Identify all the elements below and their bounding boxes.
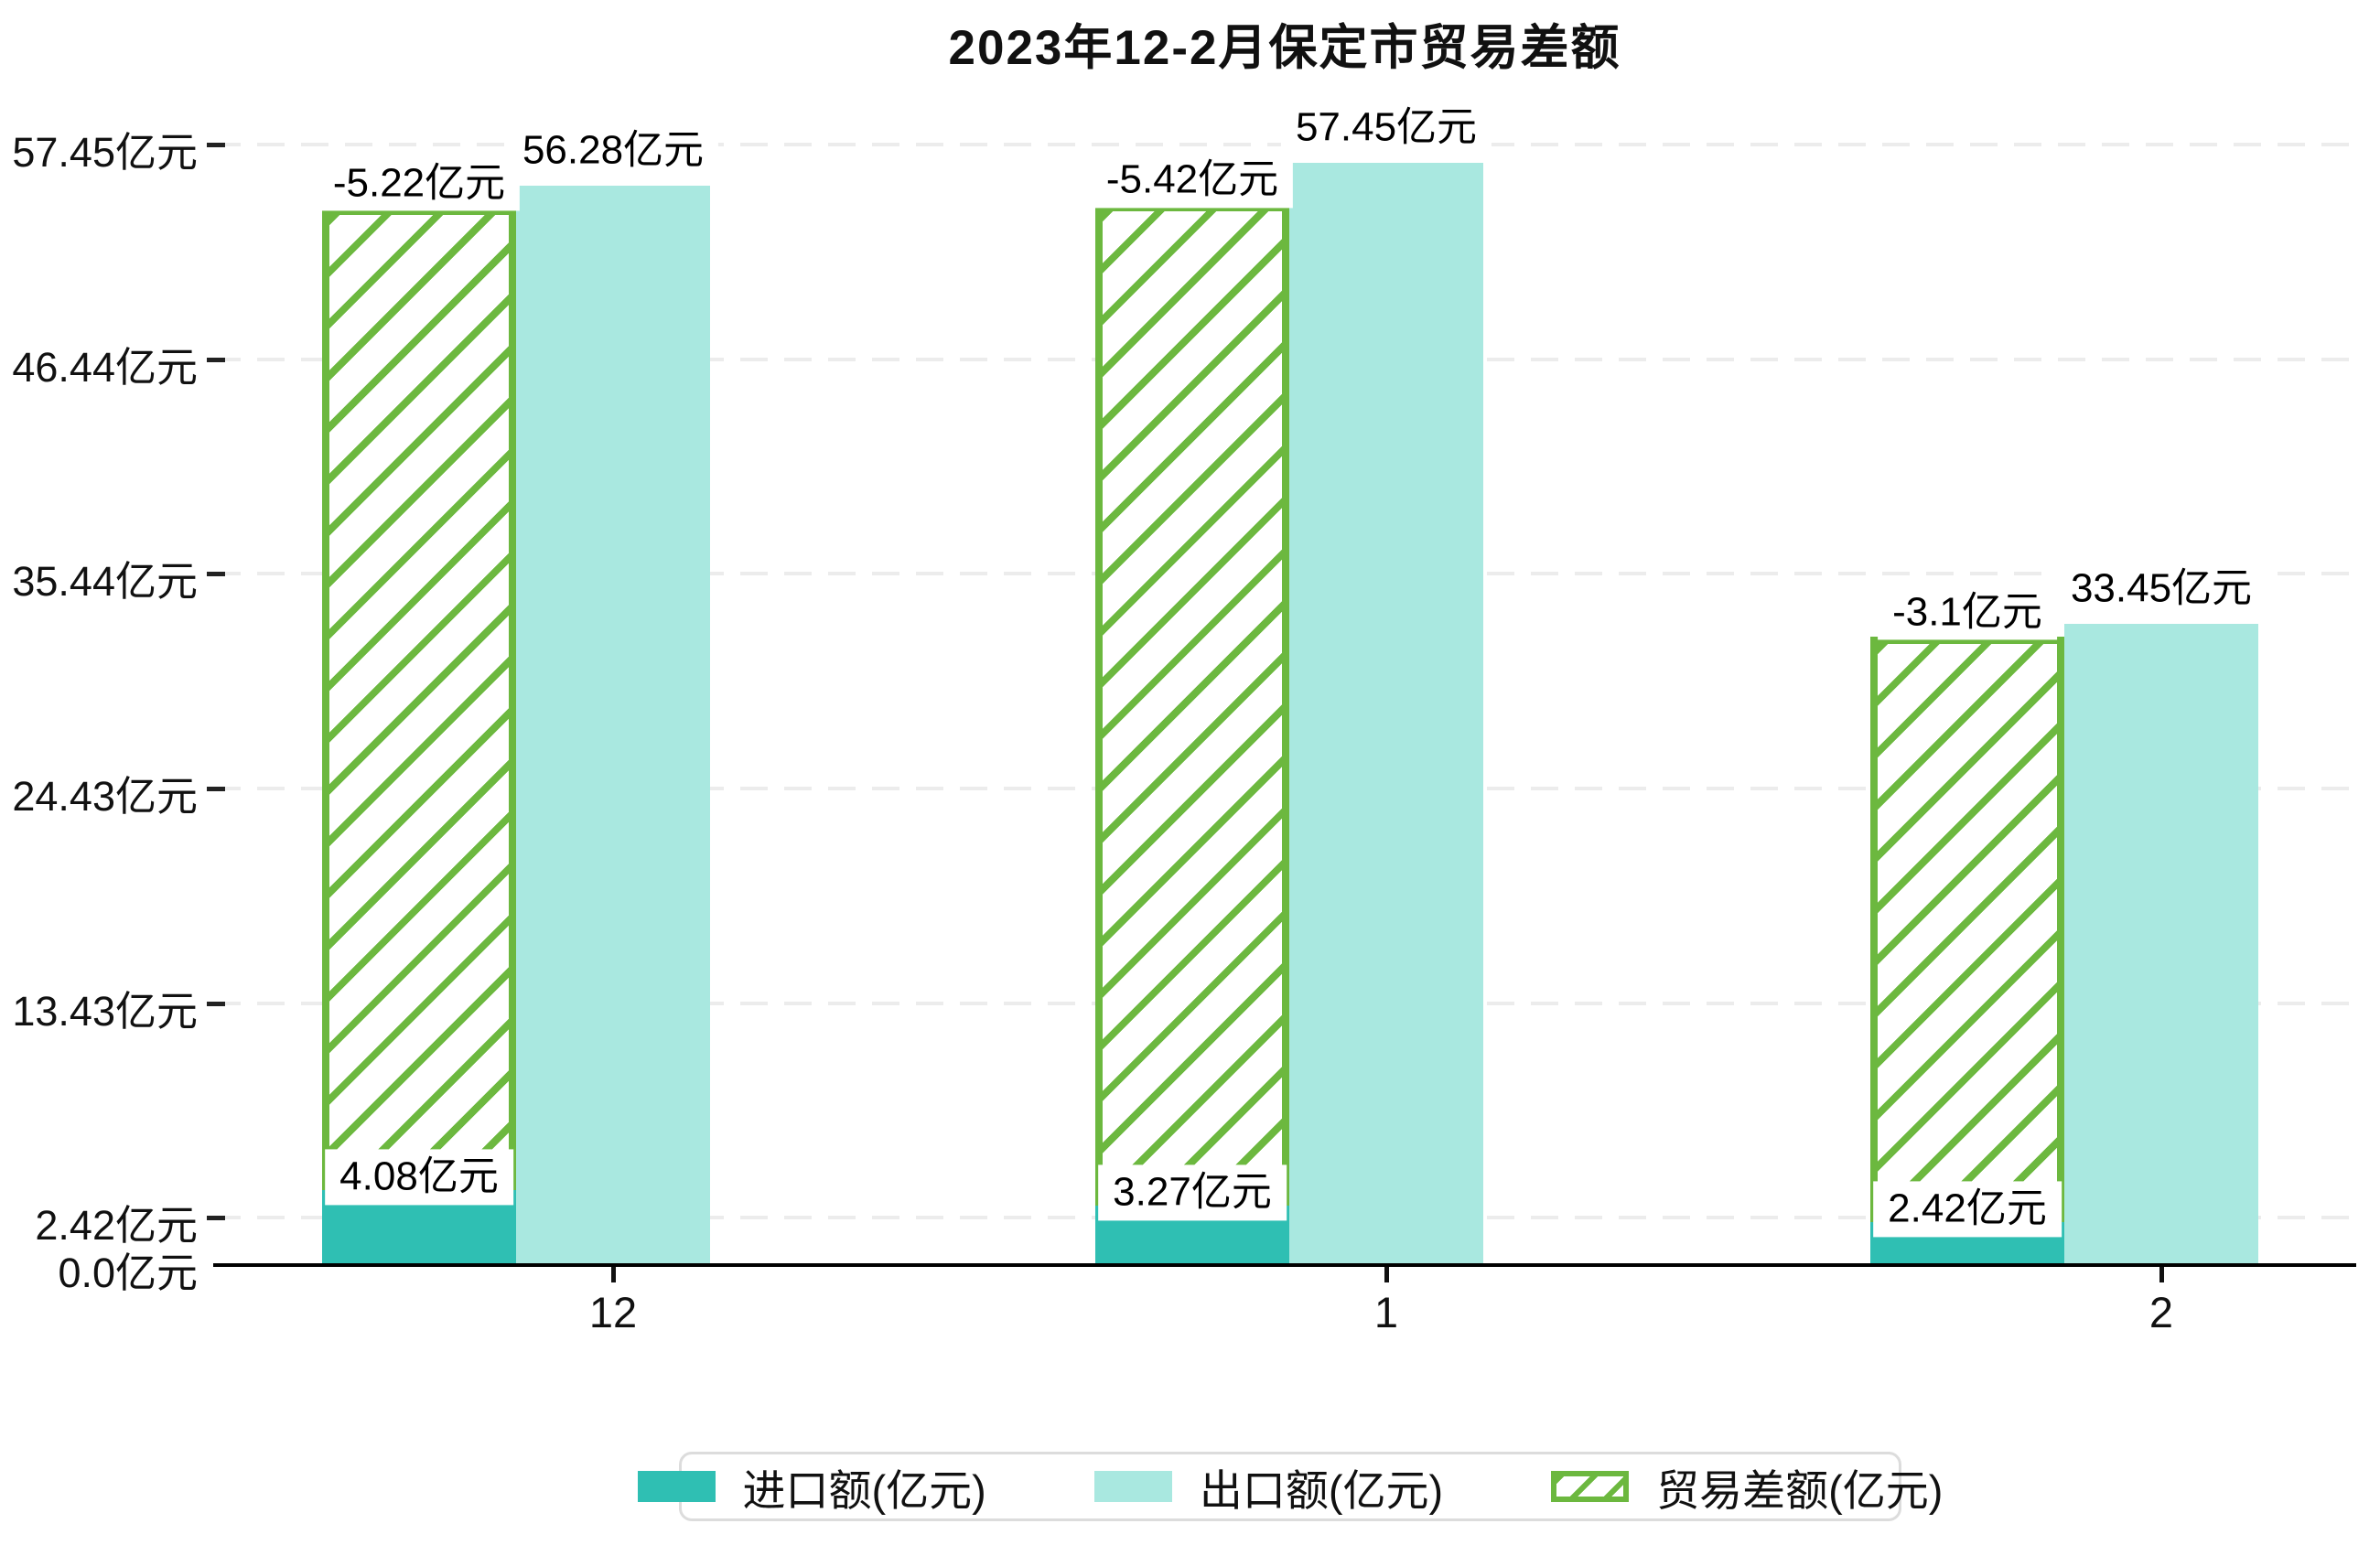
x-tick-label: 2 bbox=[2148, 1288, 2174, 1336]
y-tick-mark bbox=[207, 1001, 225, 1006]
y-tick-label: 57.45亿元 bbox=[12, 129, 198, 177]
y-tick-mark bbox=[207, 787, 225, 792]
x-axis-line bbox=[213, 1263, 2356, 1267]
trade-balance-value-label: -5.22亿元 bbox=[318, 156, 521, 211]
trade-balance-bar bbox=[1870, 636, 2064, 1223]
x-tick-label: 12 bbox=[588, 1288, 638, 1336]
y-tick-label: 24.43亿元 bbox=[12, 773, 198, 821]
export-bar bbox=[1289, 163, 1483, 1265]
legend-item-exports: 出口额(亿元) bbox=[1093, 1455, 1444, 1518]
export-value-label: 33.45亿元 bbox=[2055, 560, 2267, 617]
import-value-label: 3.27亿元 bbox=[1098, 1164, 1287, 1221]
export-bar bbox=[2064, 623, 2258, 1265]
y-tick-label: 2.42亿元 bbox=[35, 1202, 198, 1250]
import-value-label: 4.08亿元 bbox=[325, 1149, 513, 1206]
x-tick-mark bbox=[611, 1267, 616, 1282]
y-tick-label: 35.44亿元 bbox=[12, 558, 198, 606]
trade-balance-value-label: -3.1亿元 bbox=[1878, 585, 2057, 640]
y-tick-mark bbox=[207, 143, 225, 148]
import-value-label: 2.42亿元 bbox=[1873, 1181, 2062, 1238]
legend: 进口额(亿元) 出口额(亿元) 贸易差额(亿元) bbox=[637, 1452, 1943, 1521]
x-tick-mark bbox=[1384, 1267, 1389, 1282]
export-bar bbox=[516, 185, 710, 1265]
export-swatch-icon bbox=[1093, 1471, 1172, 1502]
legend-label-exports: 出口额(亿元) bbox=[1199, 1465, 1444, 1515]
y-tick-label: 46.44亿元 bbox=[12, 343, 198, 391]
x-tick-label: 1 bbox=[1373, 1288, 1399, 1336]
y-tick-mark bbox=[207, 1216, 225, 1221]
legend-item-imports: 进口额(亿元) bbox=[637, 1455, 986, 1518]
legend-label-trade-balance: 贸易差额(亿元) bbox=[1656, 1465, 1944, 1515]
trade-balance-bar bbox=[1095, 204, 1289, 1207]
y-tick-mark bbox=[207, 572, 225, 577]
export-value-label: 57.45亿元 bbox=[1280, 100, 1492, 156]
y-tick-mark bbox=[207, 357, 225, 362]
x-tick-mark bbox=[2159, 1267, 2164, 1282]
chart-title: 2023年12-2月保定市贸易差额 bbox=[948, 21, 1621, 75]
import-swatch-icon bbox=[637, 1471, 716, 1502]
trade-balance-swatch-icon bbox=[1551, 1471, 1630, 1502]
export-value-label: 56.28亿元 bbox=[507, 123, 719, 178]
y-tick-label: 0.0亿元 bbox=[58, 1250, 198, 1296]
y-tick-label: 13.43亿元 bbox=[12, 987, 198, 1035]
trade-balance-value-label: -5.42亿元 bbox=[1091, 152, 1294, 209]
legend-label-imports: 进口额(亿元) bbox=[742, 1465, 986, 1515]
trade-balance-bar bbox=[322, 207, 516, 1191]
legend-item-trade-balance: 贸易差额(亿元) bbox=[1551, 1455, 1943, 1518]
